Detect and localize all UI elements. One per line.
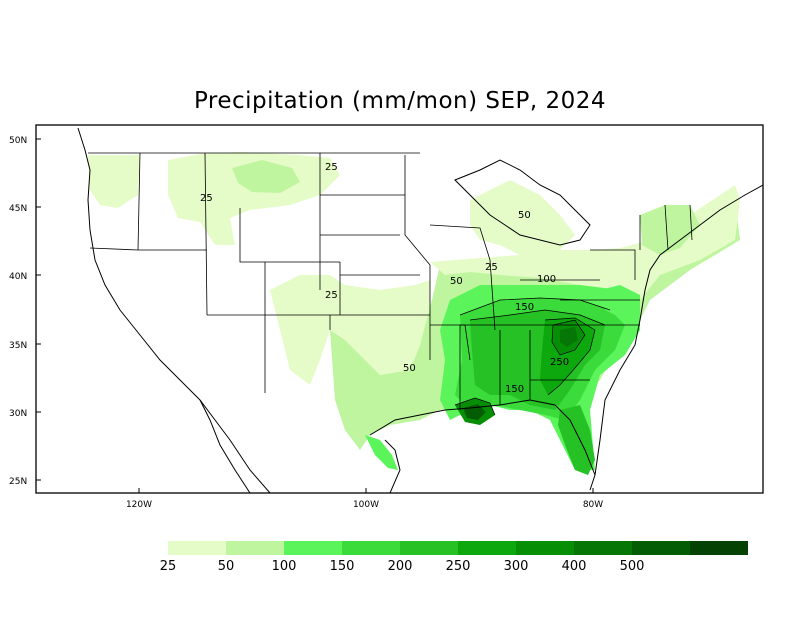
legend-swatch-3 — [342, 541, 400, 555]
west-coast — [77, 127, 271, 493]
precip-region-plains-south — [270, 275, 430, 385]
contour-label-150-alabama: 150 — [505, 384, 524, 395]
contour-label-150-tennessee: 150 — [515, 302, 534, 313]
contour-lines — [454, 297, 611, 416]
legend-label-100: 100 — [272, 559, 297, 574]
lat-label-45n: 45N — [9, 204, 27, 214]
lat-label-40n: 40N — [9, 272, 27, 282]
precip-region-florida — [558, 405, 595, 475]
contour-label-25-montana: 25 — [325, 162, 338, 173]
lat-label-50n: 50N — [9, 136, 27, 146]
coastlines — [77, 127, 763, 493]
lat-label-35n: 35N — [9, 341, 27, 351]
contour-label-250-georgia: 250 — [550, 357, 569, 368]
precip-region-nw — [88, 155, 140, 208]
precip-region-north-plains-inner — [232, 160, 300, 193]
state-borders — [88, 152, 693, 410]
contour-label-50-michigan: 50 — [518, 210, 531, 221]
precip-region-mid-atlantic — [600, 285, 640, 320]
legend-swatch-4 — [400, 541, 458, 555]
great-lakes-outline — [454, 159, 591, 246]
lon-label-100w: 100W — [353, 500, 379, 510]
contour-label-25-colorado: 25 — [325, 290, 338, 301]
precip-region-south-texas — [365, 435, 398, 470]
precip-region-carolina-400 — [560, 327, 578, 347]
contour-label-100-kentucky: 100 — [537, 274, 556, 285]
mexico-coast — [384, 439, 401, 493]
contour-label-50-missouri: 50 — [450, 276, 463, 287]
legend-label-250: 250 — [446, 559, 471, 574]
lat-label-25n: 25N — [9, 477, 27, 487]
legend-label-150: 150 — [330, 559, 355, 574]
legend-swatch-8 — [632, 541, 690, 555]
legend-label-25: 25 — [160, 559, 177, 574]
legend-swatch-6 — [516, 541, 574, 555]
legend-labels: 25 50 100 150 200 250 300 400 500 — [160, 559, 645, 574]
legend-colorbar — [168, 541, 748, 555]
legend-swatch-0 — [168, 541, 226, 555]
contour-label-25-idaho: 25 — [200, 193, 213, 204]
lat-label-30n: 30N — [9, 409, 27, 419]
precip-region-new-england — [640, 205, 700, 255]
lon-label-80w: 80W — [583, 500, 603, 510]
legend-label-200: 200 — [388, 559, 413, 574]
legend-swatch-9 — [690, 541, 748, 555]
legend-swatch-1 — [226, 541, 284, 555]
map-frame — [35, 124, 764, 494]
legend-label-50: 50 — [218, 559, 235, 574]
contour-labels: 25 25 25 50 25 50 100 150 50 250 150 — [200, 162, 569, 395]
legend-label-500: 500 — [620, 559, 645, 574]
gulf-coast — [369, 399, 596, 491]
lon-label-120w: 120W — [126, 500, 152, 510]
legend-swatch-5 — [458, 541, 516, 555]
legend-label-300: 300 — [504, 559, 529, 574]
contour-label-25-ohio: 25 — [485, 262, 498, 273]
legend-swatch-7 — [574, 541, 632, 555]
east-coast — [594, 184, 763, 476]
contour-label-50-texas: 50 — [403, 363, 416, 374]
lat-axis: 50N 45N 40N 35N 30N 25N — [9, 136, 41, 487]
precip-region-north-plains — [168, 152, 340, 245]
precip-region-great-lakes — [470, 180, 575, 255]
lon-axis: 120W 100W 80W — [126, 488, 603, 510]
legend-swatch-2 — [284, 541, 342, 555]
map-title: Precipitation (mm/mon) SEP, 2024 — [193, 88, 607, 114]
precip-region-ohio — [430, 185, 740, 300]
legend-label-400: 400 — [562, 559, 587, 574]
baja-coast — [199, 399, 251, 493]
precip-fill-layer — [88, 152, 740, 475]
